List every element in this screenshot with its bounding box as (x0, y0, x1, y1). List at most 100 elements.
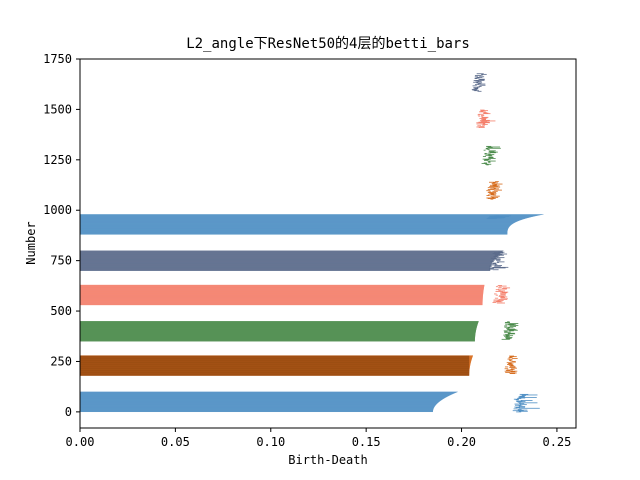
h1-bar (494, 254, 503, 256)
h1-bar (505, 337, 512, 339)
h1-bar (494, 297, 499, 299)
x-tick-label: 0.05 (161, 435, 190, 449)
y-axis-ticks: 0 250 500 750 1000 1250 1500 1750 (43, 52, 80, 419)
h1-bar (473, 87, 479, 89)
h1-bar (478, 86, 482, 87)
series-1-stripes (80, 355, 470, 376)
h1-bar (520, 400, 533, 401)
bars-layer (80, 73, 544, 413)
series-4 (80, 250, 509, 271)
h1-bar (473, 81, 479, 83)
h1-bar (507, 328, 515, 330)
h1-bar (498, 295, 506, 297)
h1-bar (486, 164, 489, 166)
h1-bar (498, 295, 505, 297)
h1-bar (517, 398, 522, 399)
h1-bar (509, 325, 519, 326)
h1-bar (486, 190, 491, 192)
h1-bar (490, 216, 497, 218)
h1-bar (490, 198, 494, 200)
h1-bar (498, 285, 507, 287)
h1-bar (487, 194, 497, 196)
h1-bar (481, 119, 486, 121)
h1-bar (486, 197, 495, 199)
x-axis-label: Birth-Death (288, 453, 367, 467)
h1-bar (489, 192, 494, 194)
h1-bar (481, 116, 484, 118)
y-tick-label: 1750 (43, 52, 72, 66)
h1-bar (495, 259, 501, 260)
h1-bar (509, 356, 512, 358)
h1-bar (500, 292, 508, 294)
h1-bar (489, 181, 496, 183)
h1-bar (509, 367, 516, 368)
h1-bar (492, 216, 510, 218)
h1-bar (493, 187, 496, 189)
h1-bar (518, 407, 540, 409)
h1-bar (504, 366, 509, 368)
h1-bar (516, 411, 522, 413)
h1-bar (498, 288, 507, 290)
h1-bar (505, 324, 515, 326)
h1-bar (494, 293, 497, 295)
h1-bar (485, 163, 492, 165)
h1-bar (519, 395, 525, 397)
h1-bar (509, 373, 516, 374)
h1-bar (474, 77, 480, 79)
h1-bar (487, 187, 495, 189)
h1-bar (482, 124, 488, 125)
h1-bar (489, 268, 494, 269)
h1-bar (491, 196, 499, 198)
h1-bar (517, 401, 521, 403)
h1-bar (488, 150, 496, 152)
h1-bar (503, 330, 514, 332)
h1-bar (483, 149, 486, 151)
h1-bar (490, 264, 497, 266)
h1-bar (501, 338, 510, 340)
h1-bar (484, 152, 487, 154)
h1-bar (513, 398, 519, 400)
h1-bar (518, 406, 526, 407)
h1-bar (498, 286, 502, 288)
h1-bar (502, 287, 511, 289)
y-tick-label: 250 (50, 354, 72, 368)
h1-bar (476, 76, 483, 78)
h1-bar (494, 255, 500, 257)
h1-bar (493, 300, 501, 302)
h1-bar (476, 82, 483, 84)
h1-bar (494, 252, 504, 254)
h1-bar (477, 114, 480, 116)
h1-bar (497, 300, 504, 302)
h1-bar (494, 183, 503, 185)
h1-bar (490, 257, 497, 259)
h1-bar (509, 355, 515, 357)
h1-bar (518, 410, 528, 412)
h1-bar (481, 120, 496, 122)
h1-bar (481, 115, 485, 116)
h1-bar (488, 147, 493, 149)
h1-bar (490, 193, 497, 195)
series-7 (481, 145, 501, 166)
h1-bar (481, 73, 487, 75)
h1-bar (519, 402, 538, 404)
h1-bar (494, 265, 502, 266)
h1-bar (495, 294, 498, 296)
h1-bar (482, 122, 486, 124)
y-tick-label: 750 (50, 254, 72, 268)
h1-bar (500, 298, 508, 300)
h1-bar (481, 117, 488, 119)
h1-bar (481, 74, 484, 76)
h1-bar (476, 73, 484, 75)
h1-bar (479, 125, 485, 127)
h1-bar (478, 83, 486, 85)
h1-bar (513, 408, 518, 410)
h1-bar (500, 294, 506, 295)
h1-bar (520, 404, 527, 406)
h1-bar (504, 325, 507, 327)
y-tick-label: 0 (65, 405, 72, 419)
h1-bar (488, 152, 496, 154)
h1-bar (514, 403, 521, 405)
h1-bar (482, 124, 486, 126)
y-tick-label: 500 (50, 304, 72, 318)
h1-bar (491, 183, 495, 184)
